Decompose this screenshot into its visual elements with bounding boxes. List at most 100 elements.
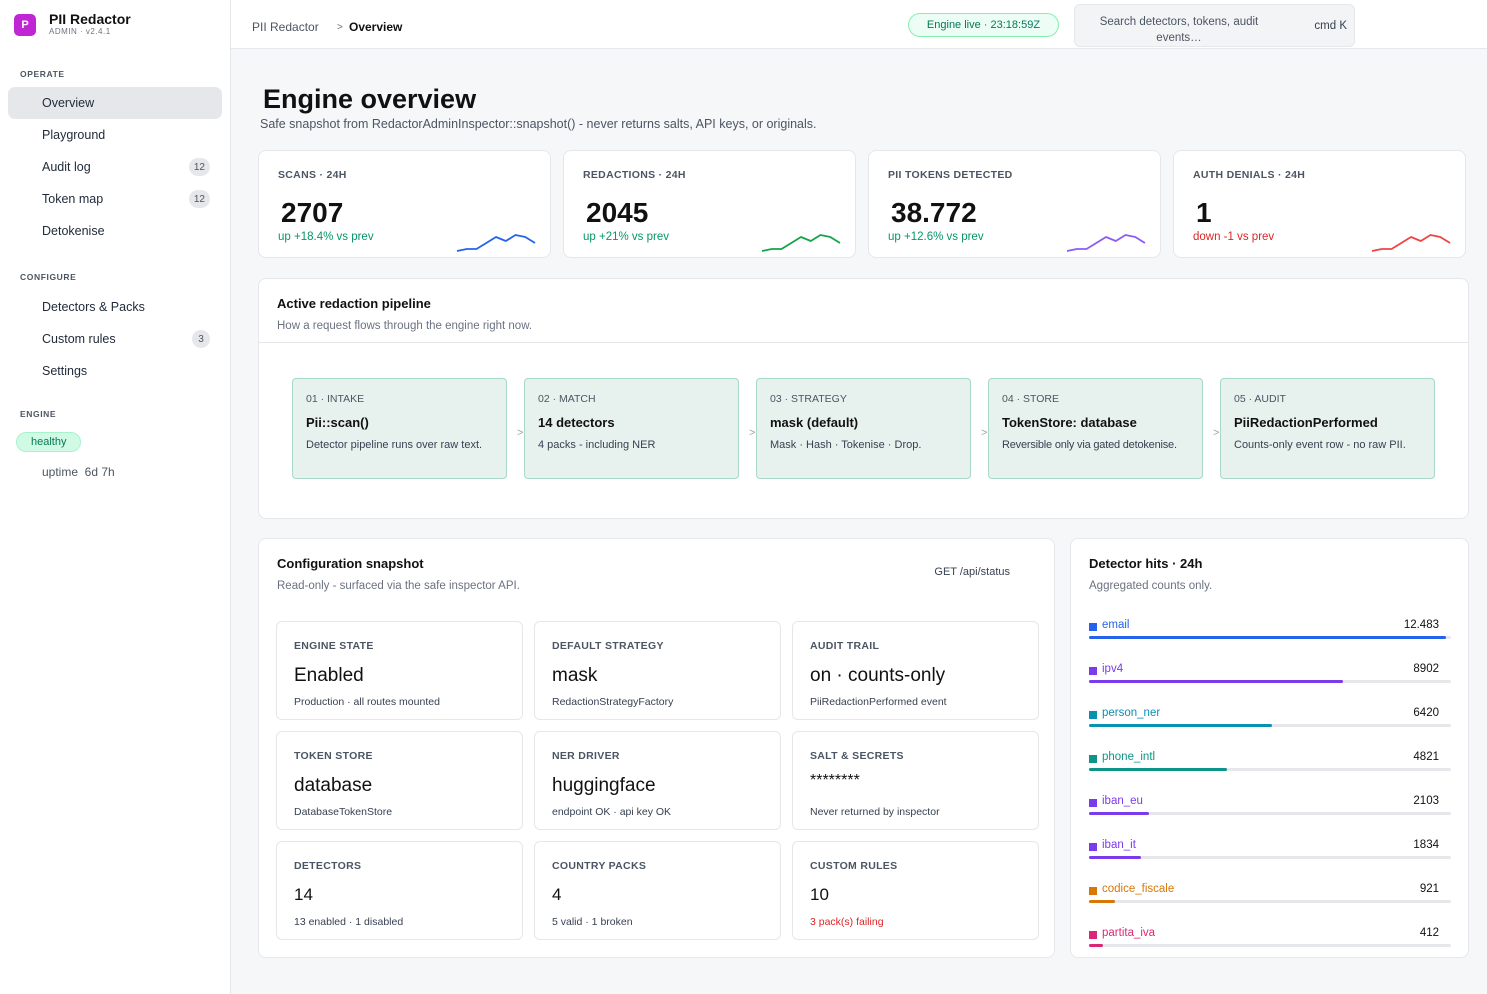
stage-title: PiiRedactionPerformed xyxy=(1234,415,1378,430)
breadcrumb-separator-icon: > xyxy=(337,22,343,33)
stage-label: 03 · STRATEGY xyxy=(770,393,847,405)
detector-bar-track xyxy=(1089,856,1451,859)
kpi-label: AUTH DENIALS · 24H xyxy=(1193,169,1306,181)
sidebar-item-label: Token map xyxy=(42,192,104,206)
breadcrumb-current: Overview xyxy=(349,20,403,34)
sparkline xyxy=(1066,234,1146,252)
sidebar-item-label: Detectors & Packs xyxy=(42,300,145,314)
detector-bar-fill xyxy=(1089,768,1227,771)
stage-label: 05 · AUDIT xyxy=(1234,393,1286,405)
pipeline-stage-intake[interactable]: 01 · INTAKE Pii::scan() Detector pipelin… xyxy=(292,378,507,479)
detector-count: 12.483 xyxy=(1403,619,1439,631)
detector-name: iban_it xyxy=(1102,839,1136,851)
section-subtitle: How a request flows through the engine r… xyxy=(277,320,533,332)
detector-hits-panel: Detector hits · 24h Aggregated counts on… xyxy=(1070,538,1469,958)
sparkline xyxy=(761,234,841,252)
pipeline-stage-match[interactable]: 02 · MATCH 14 detectors 4 packs - includ… xyxy=(524,378,739,479)
config-value: 10 xyxy=(810,885,829,904)
config-tile-detectors: DETECTORS 14 13 enabled · 1 disabled xyxy=(276,841,523,940)
detector-hit-row[interactable]: iban_eu 2103 xyxy=(1089,794,1451,824)
section-title: Configuration snapshot xyxy=(277,556,424,571)
config-label: NER DRIVER xyxy=(552,750,620,762)
detector-bar-fill xyxy=(1089,812,1150,815)
config-label: DETECTORS xyxy=(294,860,362,872)
sidebar-item-custom-rules[interactable]: Custom rules 3 xyxy=(8,323,222,355)
pipeline-stage-strategy[interactable]: 03 · STRATEGY mask (default) Mask · Hash… xyxy=(756,378,971,479)
detector-name: phone_intl xyxy=(1102,751,1156,763)
stage-description: 4 packs - including NER xyxy=(538,439,656,451)
detector-bar-fill xyxy=(1089,636,1446,639)
sidebar-item-detectors-packs[interactable]: Detectors & Packs xyxy=(8,291,222,323)
detector-bar-track xyxy=(1089,944,1451,947)
config-value: Enabled xyxy=(294,665,364,686)
page-subtitle: Safe snapshot from RedactorAdminInspecto… xyxy=(260,117,817,131)
sparkline-series xyxy=(1371,234,1451,252)
config-label: AUDIT TRAIL xyxy=(810,640,880,652)
detector-name: person_ner xyxy=(1102,707,1161,719)
detector-hit-row[interactable]: iban_it 1834 xyxy=(1089,838,1451,868)
nav-section-engine: ENGINE xyxy=(20,409,57,419)
brand-title: PII Redactor xyxy=(49,11,131,27)
detector-hit-row[interactable]: phone_intl 4821 xyxy=(1089,750,1451,780)
config-tile-audit-trail: AUDIT TRAIL on · counts-only PiiRedactio… xyxy=(792,621,1039,720)
detector-bar-fill xyxy=(1089,724,1273,727)
sidebar-item-audit-log[interactable]: Audit log 12 xyxy=(8,151,222,183)
config-value: 14 xyxy=(294,885,313,904)
detector-name: iban_eu xyxy=(1102,795,1143,807)
kpi-card-auth-denials: AUTH DENIALS · 24H 1 down -1 vs prev xyxy=(1173,150,1466,258)
sidebar-item-token-map[interactable]: Token map 12 xyxy=(8,183,222,215)
detector-name: partita_iva xyxy=(1102,927,1156,939)
config-label: TOKEN STORE xyxy=(294,750,373,762)
kpi-delta: up +12.6% vs prev xyxy=(888,231,984,243)
pipeline-stage-audit[interactable]: 05 · AUDIT PiiRedactionPerformed Counts-… xyxy=(1220,378,1435,479)
detector-color-swatch xyxy=(1089,755,1097,763)
detector-hit-row[interactable]: partita_iva 412 xyxy=(1089,926,1451,956)
sidebar-item-detokenise[interactable]: Detokenise xyxy=(8,215,222,247)
detector-bar-track xyxy=(1089,900,1451,903)
config-tile-country-packs: COUNTRY PACKS 4 5 valid · 1 broken xyxy=(534,841,781,940)
config-value: huggingface xyxy=(552,775,656,796)
search-placeholder: Search detectors, tokens, audit events… xyxy=(1099,16,1259,44)
stage-description: Reversible only via gated detokenise. xyxy=(1002,439,1177,451)
pipeline-panel: Active redaction pipeline How a request … xyxy=(258,278,1469,519)
sidebar-item-label: Settings xyxy=(42,364,88,378)
sidebar-item-overview[interactable]: Overview xyxy=(8,87,222,119)
stage-label: 02 · MATCH xyxy=(538,393,596,405)
sidebar-item-playground[interactable]: Playground xyxy=(8,119,222,151)
detector-count: 412 xyxy=(1419,927,1439,939)
stage-description: Mask · Hash · Tokenise · Drop. xyxy=(770,439,922,451)
detector-color-swatch xyxy=(1089,843,1097,851)
detector-bar-fill xyxy=(1089,900,1116,903)
config-value: database xyxy=(294,775,373,796)
config-note: PiiRedactionPerformed event xyxy=(810,696,947,708)
pipeline-stage-store[interactable]: 04 · STORE TokenStore: database Reversib… xyxy=(988,378,1203,479)
detector-color-swatch xyxy=(1089,623,1097,631)
detector-hit-row[interactable]: codice_fiscale 921 xyxy=(1089,882,1451,912)
search-input[interactable]: Search detectors, tokens, audit events… … xyxy=(1074,4,1355,47)
config-label: ENGINE STATE xyxy=(294,640,374,652)
sparkline xyxy=(456,234,536,252)
section-subtitle: Aggregated counts only. xyxy=(1089,580,1213,592)
detector-color-swatch xyxy=(1089,667,1097,675)
kpi-card-redactions: REDACTIONS · 24H 2045 up +21% vs prev xyxy=(563,150,856,258)
config-note: 5 valid · 1 broken xyxy=(552,916,633,928)
config-panel: Configuration snapshot Read-only - surfa… xyxy=(258,538,1055,958)
detector-count: 6420 xyxy=(1413,707,1439,719)
detector-hit-row[interactable]: email 12.483 xyxy=(1089,618,1451,648)
detector-bar-track xyxy=(1089,636,1451,639)
sidebar-item-label: Overview xyxy=(42,96,95,110)
brand-version: ADMIN · v2.4.1 xyxy=(49,27,111,36)
config-value: mask xyxy=(552,665,598,686)
sparkline xyxy=(1371,234,1451,252)
detector-count: 921 xyxy=(1419,883,1439,895)
breadcrumb-root[interactable]: PII Redactor xyxy=(252,20,319,34)
sidebar-item-settings[interactable]: Settings xyxy=(8,355,222,387)
api-endpoint-label: GET /api/status xyxy=(934,566,1010,578)
detector-hit-row[interactable]: ipv4 8902 xyxy=(1089,662,1451,692)
brand[interactable]: P PII Redactor ADMIN · v2.4.1 xyxy=(14,12,131,37)
engine-live-badge: Engine live · 23:18:59Z xyxy=(908,13,1059,37)
stage-description: Counts-only event row - no raw PII. xyxy=(1234,439,1406,451)
sidebar-item-label: Audit log xyxy=(42,160,91,174)
detector-hit-row[interactable]: person_ner 6420 xyxy=(1089,706,1451,736)
kpi-value: 1 xyxy=(1196,197,1212,228)
